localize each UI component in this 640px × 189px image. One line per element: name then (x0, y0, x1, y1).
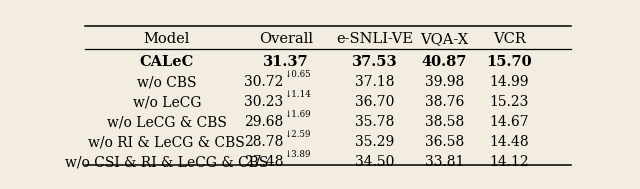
Text: 38.76: 38.76 (425, 95, 464, 109)
Text: 14.67: 14.67 (489, 115, 529, 129)
Text: 31.37: 31.37 (263, 55, 308, 69)
Text: ↓3.89: ↓3.89 (284, 150, 311, 159)
Text: 33.81: 33.81 (425, 155, 464, 169)
Text: 15.23: 15.23 (490, 95, 529, 109)
Text: Overall: Overall (259, 33, 313, 46)
Text: ↓1.69: ↓1.69 (284, 110, 311, 119)
Text: w/o RI & LeCG & CBS: w/o RI & LeCG & CBS (88, 135, 245, 149)
Text: w/o CBS: w/o CBS (137, 75, 196, 89)
Text: 39.98: 39.98 (425, 75, 464, 89)
Text: CALeC: CALeC (140, 55, 194, 69)
Text: 14.12: 14.12 (489, 155, 529, 169)
Text: 29.68: 29.68 (244, 115, 284, 129)
Text: ↓2.59: ↓2.59 (284, 130, 311, 139)
Text: 14.99: 14.99 (490, 75, 529, 89)
Text: 35.78: 35.78 (355, 115, 395, 129)
Text: 27.48: 27.48 (244, 155, 284, 169)
Text: 36.70: 36.70 (355, 95, 395, 109)
Text: VCR: VCR (493, 33, 525, 46)
Text: Model: Model (143, 33, 190, 46)
Text: 28.78: 28.78 (244, 135, 284, 149)
Text: VQA-X: VQA-X (420, 33, 468, 46)
Text: 15.70: 15.70 (486, 55, 532, 69)
Text: 38.58: 38.58 (425, 115, 464, 129)
Text: 35.29: 35.29 (355, 135, 395, 149)
Text: 37.53: 37.53 (352, 55, 398, 69)
Text: 30.23: 30.23 (244, 95, 284, 109)
Text: 37.18: 37.18 (355, 75, 395, 89)
Text: ↓0.65: ↓0.65 (284, 70, 311, 79)
Text: w/o LeCG & CBS: w/o LeCG & CBS (107, 115, 227, 129)
Text: ↓1.14: ↓1.14 (284, 90, 311, 99)
Text: 40.87: 40.87 (422, 55, 467, 69)
Text: 14.48: 14.48 (489, 135, 529, 149)
Text: e-SNLI-VE: e-SNLI-VE (337, 33, 413, 46)
Text: w/o CSI & RI & LeCG & CBS: w/o CSI & RI & LeCG & CBS (65, 155, 269, 169)
Text: 36.58: 36.58 (425, 135, 464, 149)
Text: 34.50: 34.50 (355, 155, 395, 169)
Text: w/o LeCG: w/o LeCG (132, 95, 201, 109)
Text: 30.72: 30.72 (244, 75, 284, 89)
